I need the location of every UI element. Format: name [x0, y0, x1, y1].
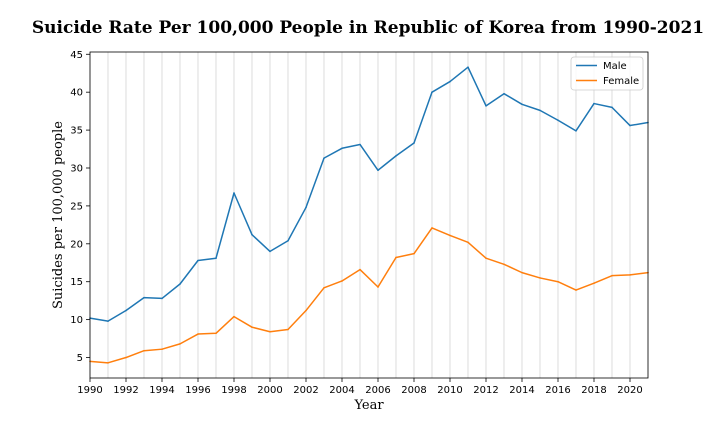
- data-point-female: [449, 234, 451, 237]
- data-point-male: [233, 192, 235, 194]
- x-tick-label: 1994: [149, 385, 174, 396]
- data-point-female: [287, 328, 289, 331]
- data-point-male: [575, 130, 577, 132]
- data-point-female: [179, 343, 181, 345]
- x-axis-ticks: 1990 1992 1994 1996 1998 2000 2002 2004 2006 2008…: [77, 378, 643, 396]
- data-point-female: [125, 356, 127, 359]
- data-point-female: [305, 309, 307, 312]
- data-point-female: [575, 289, 577, 291]
- y-axis-label: Suicides per 100,000 people: [51, 121, 66, 309]
- data-point-male: [611, 106, 613, 109]
- data-point-female: [197, 333, 199, 335]
- data-point-female: [359, 268, 361, 271]
- legend-label-female: Female: [603, 76, 639, 87]
- y-tick-label: 15: [70, 277, 83, 288]
- data-point-male: [485, 105, 487, 107]
- legend: Male Female: [570, 56, 644, 91]
- data-point-male: [197, 259, 199, 262]
- data-point-male: [287, 239, 289, 242]
- x-tick-label: 2014: [509, 385, 534, 396]
- data-point-female: [341, 280, 343, 282]
- data-point-female: [521, 271, 523, 274]
- data-point-male: [107, 320, 109, 322]
- data-point-male: [125, 309, 127, 312]
- y-tick-label: 10: [70, 315, 83, 326]
- y-tick-label: 35: [70, 126, 83, 137]
- data-point-male: [431, 91, 433, 93]
- chart-title: Suicide Rate Per 100,000 People in Repub…: [32, 18, 704, 38]
- x-tick-label: 2004: [329, 385, 354, 396]
- data-point-female: [215, 332, 217, 335]
- x-tick-label: 2010: [437, 385, 462, 396]
- y-axis-ticks: 5 10 15 20 25 30 35 40 45: [70, 50, 90, 364]
- series-layer: [89, 66, 649, 364]
- gridlines: [89, 52, 649, 378]
- data-point-female: [233, 315, 235, 318]
- x-tick-label: 2016: [545, 385, 570, 396]
- data-point-female: [413, 252, 415, 255]
- data-point-female: [485, 257, 487, 260]
- x-tick-label: 1996: [185, 385, 210, 396]
- x-tick-label: 2002: [293, 385, 318, 396]
- y-tick-label: 30: [70, 163, 83, 174]
- x-tick-label: 2006: [365, 385, 390, 396]
- data-point-female: [161, 348, 163, 350]
- data-point-male: [503, 92, 505, 95]
- x-tick-label: 1990: [77, 385, 102, 396]
- data-point-male: [395, 155, 397, 157]
- x-tick-label: 2020: [617, 385, 642, 396]
- x-axis-label: Year: [353, 398, 384, 413]
- data-point-female: [539, 277, 541, 279]
- data-point-male: [305, 206, 307, 209]
- data-point-female: [629, 274, 631, 276]
- data-point-female: [377, 286, 379, 288]
- data-point-male: [341, 147, 343, 150]
- data-point-male: [557, 119, 559, 122]
- legend-label-male: Male: [603, 61, 627, 72]
- data-point-male: [467, 66, 469, 68]
- data-point-female: [557, 280, 559, 283]
- data-point-male: [629, 124, 631, 127]
- y-tick-label: 25: [70, 201, 83, 212]
- data-point-male: [521, 103, 523, 106]
- data-point-male: [377, 169, 379, 172]
- data-point-male: [449, 80, 451, 83]
- data-point-female: [467, 241, 469, 244]
- data-point-female: [269, 330, 271, 333]
- y-tick-label: 40: [70, 88, 83, 99]
- data-point-female: [323, 286, 325, 289]
- data-point-male: [593, 102, 595, 105]
- data-point-male: [323, 157, 325, 159]
- data-point-male: [179, 283, 181, 285]
- data-point-female: [431, 227, 433, 229]
- data-point-male: [539, 109, 541, 112]
- x-tick-label: 2018: [581, 385, 606, 396]
- x-tick-label: 1992: [113, 385, 138, 396]
- data-point-female: [395, 256, 397, 259]
- x-tick-label: 2000: [257, 385, 282, 396]
- data-point-female: [251, 326, 253, 329]
- y-tick-label: 5: [77, 353, 83, 364]
- data-point-male: [413, 142, 415, 144]
- data-point-female: [593, 282, 595, 285]
- data-point-male: [143, 296, 145, 299]
- data-point-male: [269, 250, 271, 253]
- data-point-male: [359, 143, 361, 146]
- series-line-male: [89, 66, 649, 322]
- x-tick-label: 1998: [221, 385, 246, 396]
- x-tick-label: 2008: [401, 385, 426, 396]
- plot-frame: [89, 51, 649, 379]
- data-point-male: [251, 233, 253, 236]
- series-line-female: [89, 227, 649, 364]
- y-tick-label: 45: [70, 50, 83, 61]
- data-point-male: [215, 257, 217, 260]
- data-point-female: [503, 263, 505, 266]
- data-point-male: [161, 297, 163, 300]
- data-point-female: [611, 274, 613, 277]
- y-tick-label: 20: [70, 239, 83, 250]
- data-point-female: [143, 349, 145, 352]
- data-point-female: [107, 362, 109, 364]
- x-tick-label: 2012: [473, 385, 498, 396]
